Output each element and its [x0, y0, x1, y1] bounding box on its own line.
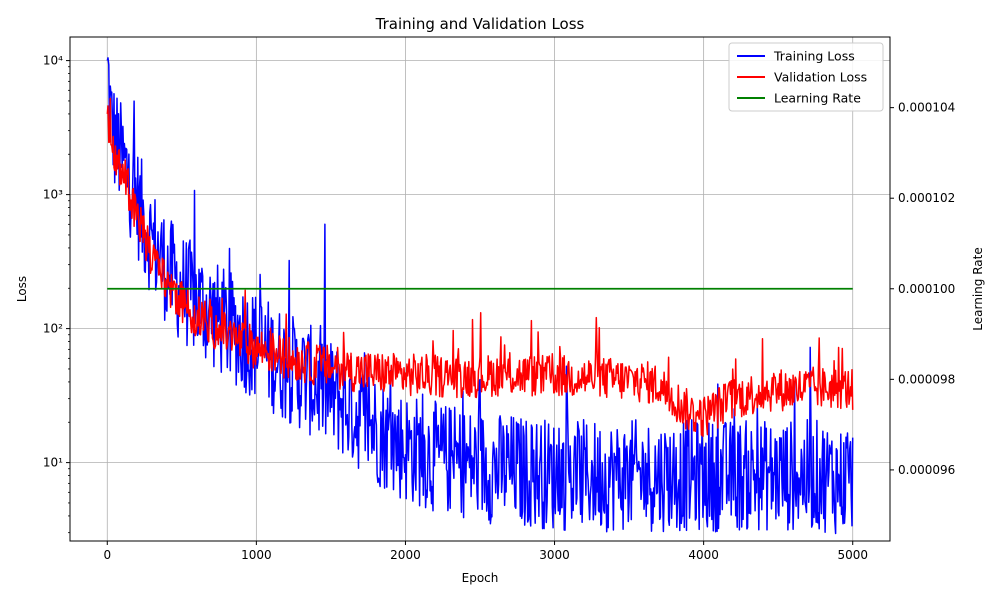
legend-label-validation-loss: Validation Loss [774, 70, 867, 85]
legend-box [728, 42, 884, 112]
legend-label-training-loss: Training Loss [773, 49, 855, 64]
x-tick-label: 4000 [688, 548, 719, 562]
legend: Training Loss Validation Loss Learning R… [728, 42, 884, 112]
x-axis-title: Epoch [462, 571, 499, 585]
y2-tick-label: 0.000096 [898, 463, 955, 477]
y-axis-title: Loss [15, 276, 29, 302]
y-axis: 10¹ 10² 10³ 10⁴ [43, 54, 70, 534]
series-line-validation-loss [106, 97, 854, 437]
y2-axis: 0.000096 0.000098 0.000100 0.000102 0.000104 [890, 101, 955, 477]
y2-tick-label: 0.000100 [898, 282, 955, 296]
x-tick-label: 1000 [241, 548, 272, 562]
chart-title: Training and Validation Loss [375, 15, 585, 33]
y-tick-label: 10³ [43, 188, 63, 202]
x-tick-label: 2000 [390, 548, 421, 562]
y-tick-label: 10¹ [43, 456, 63, 470]
y2-tick-label: 0.000102 [898, 191, 955, 205]
x-tick-label: 5000 [837, 548, 868, 562]
x-axis: 0 1000 2000 3000 4000 5000 [103, 541, 868, 562]
legend-label-learning-rate: Learning Rate [774, 91, 861, 106]
series-line-training-loss [106, 57, 854, 535]
y2-tick-label: 0.000104 [898, 101, 955, 115]
y-tick-label: 10² [43, 322, 63, 336]
y2-axis-title: Learning Rate [971, 247, 985, 330]
y-tick-label: 10⁴ [43, 54, 63, 68]
y2-tick-label: 0.000098 [898, 372, 955, 386]
x-tick-label: 0 [103, 548, 111, 562]
x-tick-label: 3000 [539, 548, 570, 562]
series-layer [106, 57, 854, 535]
